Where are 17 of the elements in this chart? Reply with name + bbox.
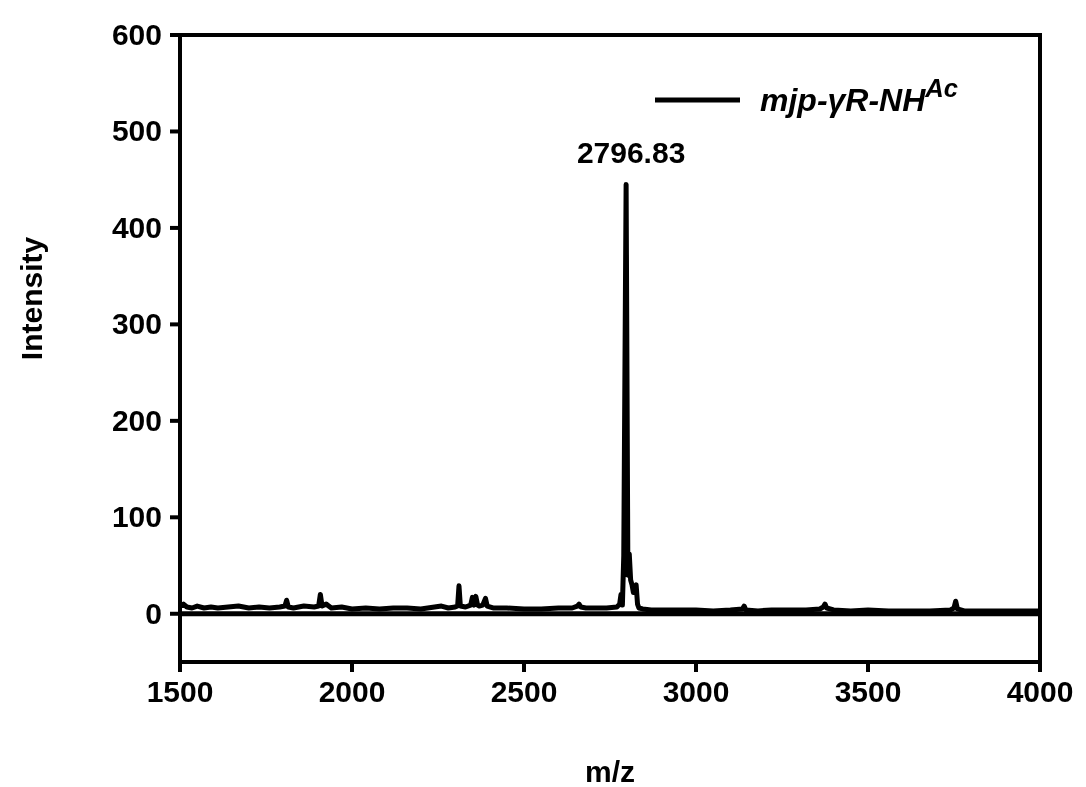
- x-axis-title: m/z: [584, 755, 636, 787]
- y-tick-label: 100: [111, 500, 162, 534]
- y-tick-label: 200: [111, 403, 162, 437]
- legend-label: mjp-γR-NH$^{Ac}$: [760, 74, 959, 118]
- x-tick-label: 4000: [1006, 675, 1074, 708]
- x-tick-label: 3000: [662, 675, 730, 708]
- y-tick-label: 500: [111, 114, 162, 148]
- x-tick-label: 2000: [318, 675, 386, 708]
- y-tick-label: 600: [111, 18, 162, 51]
- x-tick-label: 2500: [490, 675, 558, 708]
- y-axis-title: Intensity: [15, 236, 48, 361]
- y-tick-label: 300: [111, 307, 162, 341]
- y-tick-label: 0: [145, 596, 162, 630]
- x-tick-label: 1500: [146, 675, 214, 708]
- annotation: 2796.83: [576, 135, 686, 169]
- x-tick-label: 3500: [834, 675, 902, 708]
- y-tick-label: 400: [111, 210, 162, 244]
